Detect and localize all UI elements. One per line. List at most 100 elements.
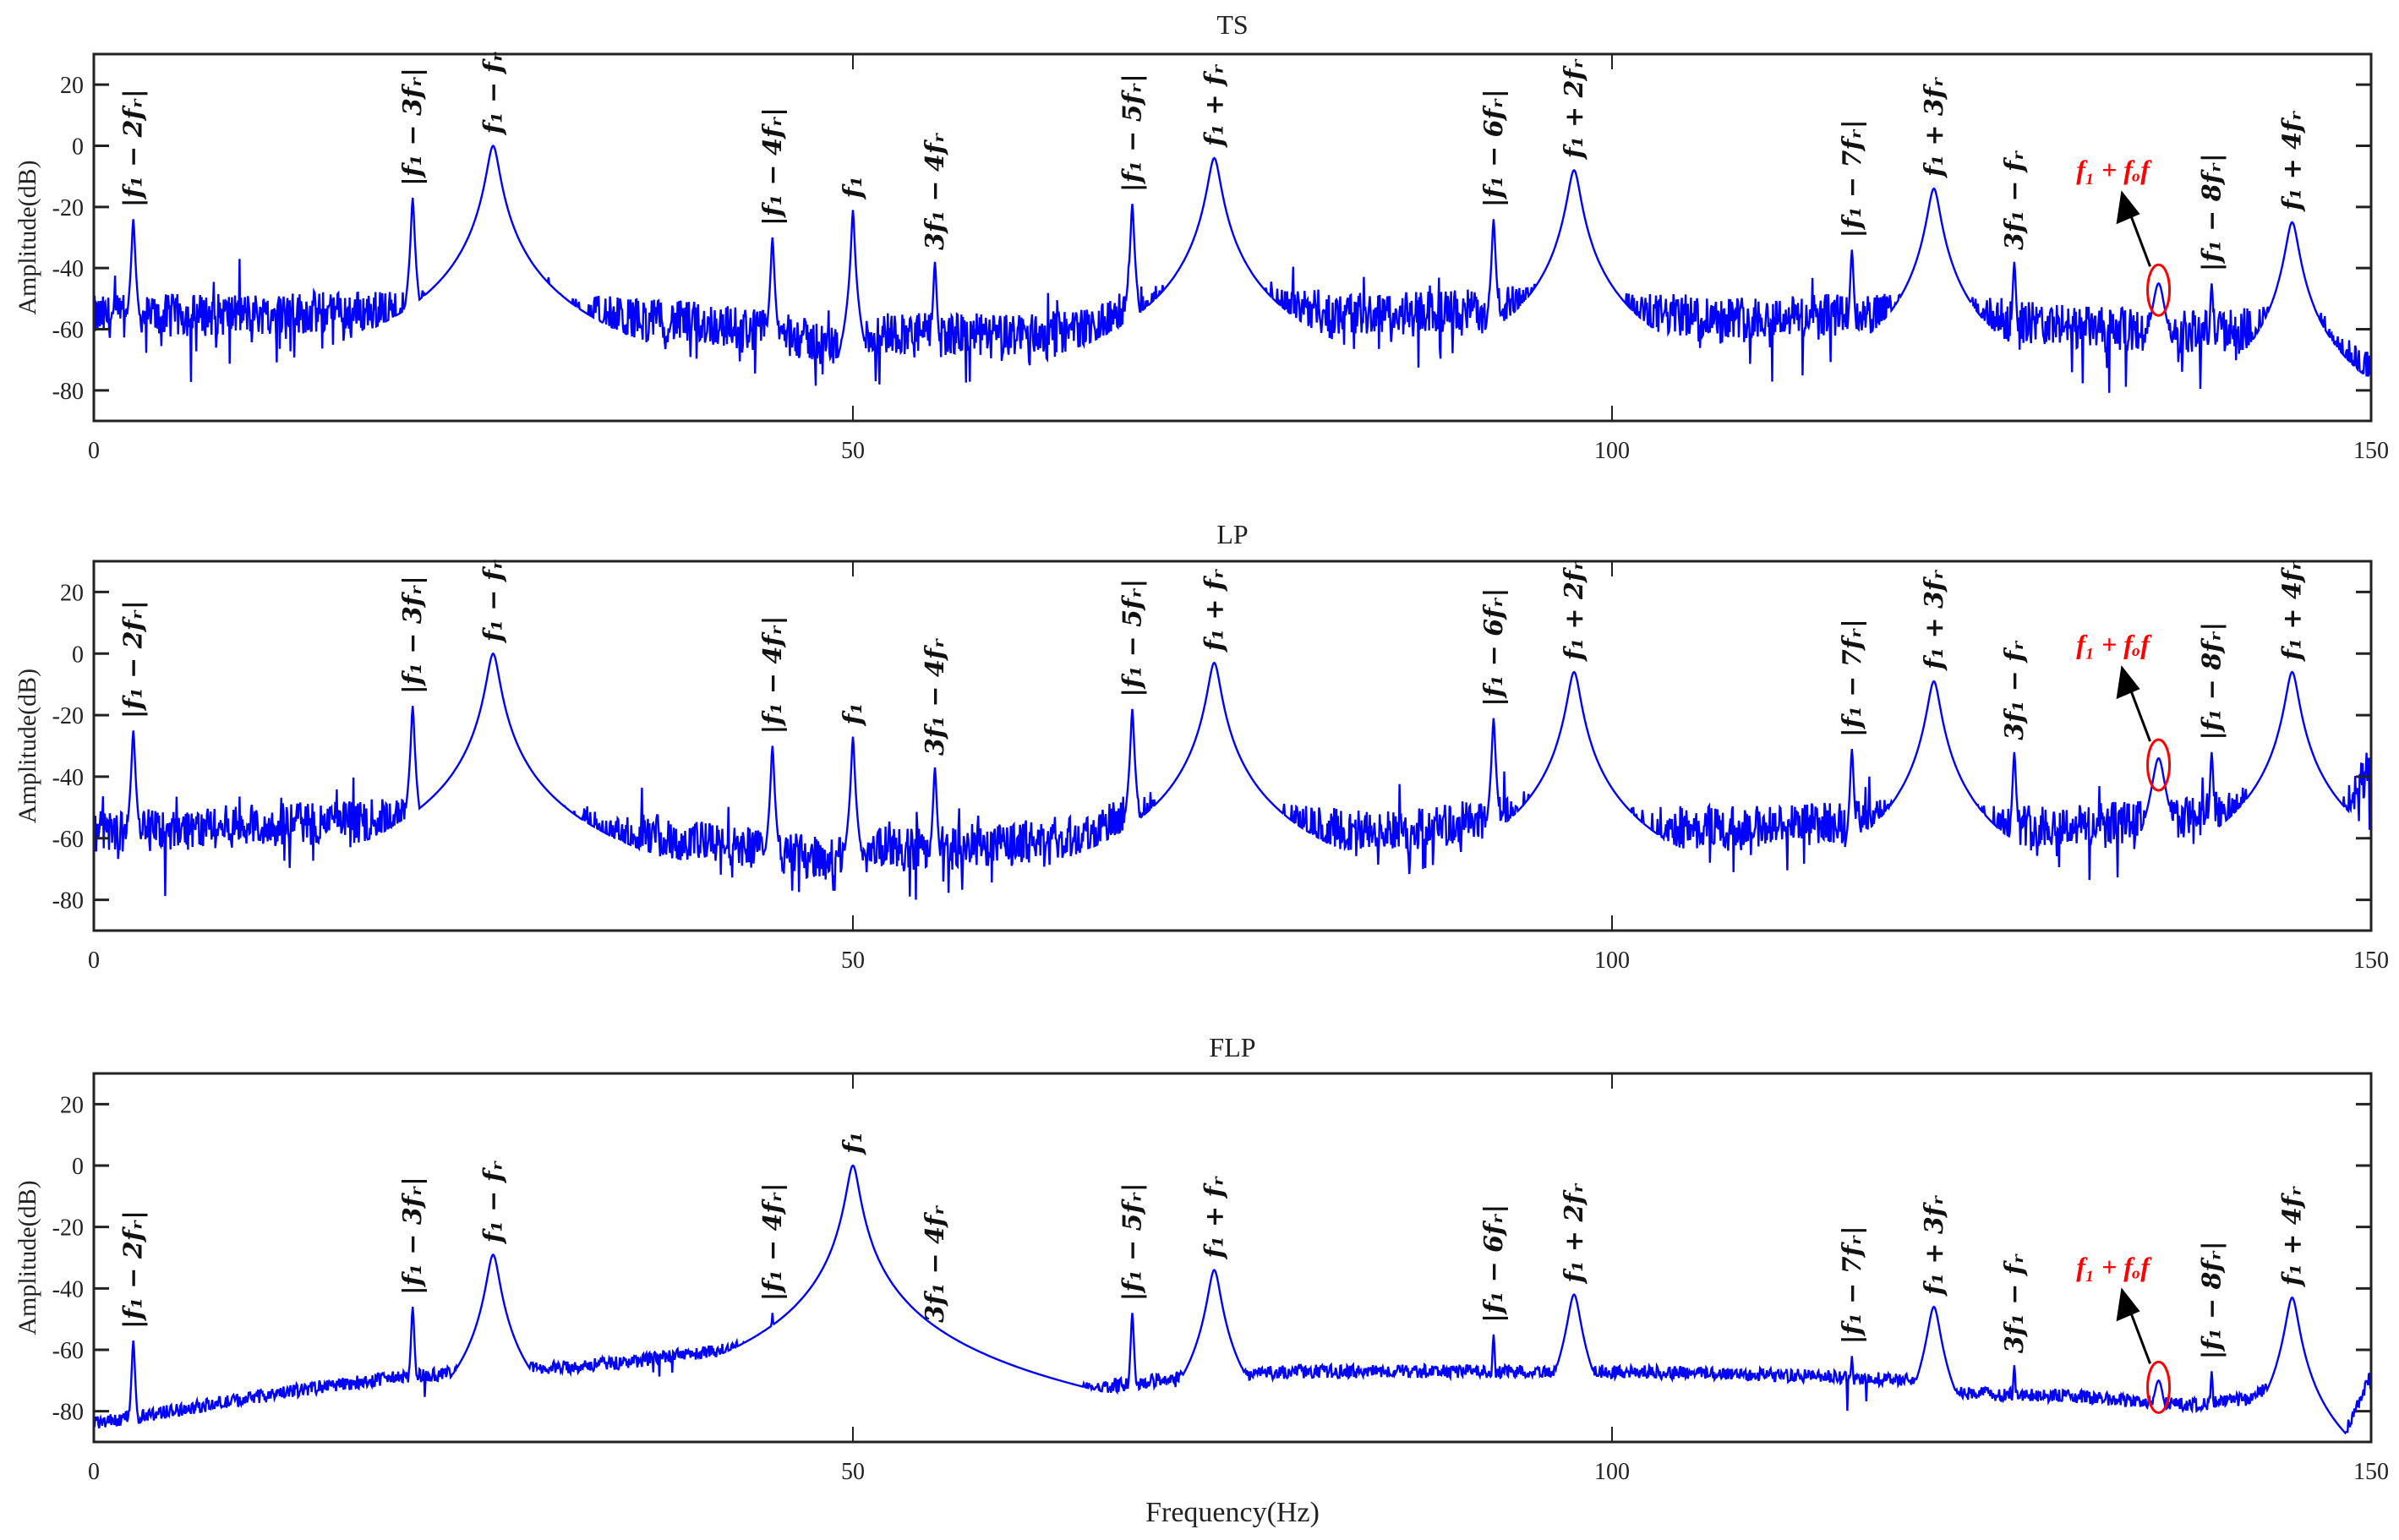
y-tick-label: 20 bbox=[60, 1092, 84, 1118]
x-tick-label: 100 bbox=[1594, 438, 1630, 464]
peak-label: f₁ + 2fᵣ bbox=[1560, 560, 1589, 662]
peak-label: f₁ + 2fᵣ bbox=[1560, 58, 1589, 161]
peak-label: f₁ bbox=[839, 1132, 868, 1155]
peak-label: f₁ + 3fᵣ bbox=[1920, 569, 1949, 671]
peak-label: 3f₁ − fᵣ bbox=[2000, 640, 2030, 740]
axes-box bbox=[92, 52, 2373, 423]
peak-label: f₁ − fᵣ bbox=[478, 1160, 508, 1244]
panel-flp: FLP 20 0 -20 -40 -60 -80 0 50 100 150 Amplitude(dB)… bbox=[14, 1032, 2389, 1485]
peak-label: f₁ + 2fᵣ bbox=[1560, 1182, 1589, 1285]
peak-label: |f₁ − 7fᵣ| bbox=[1838, 619, 1867, 737]
highlight-ellipse bbox=[2146, 263, 2172, 317]
x-tick-label: 150 bbox=[2353, 1459, 2389, 1485]
y-axis-label: Amplitude(dB) bbox=[14, 160, 41, 314]
y-tick-label: -40 bbox=[52, 1276, 84, 1302]
peak-label: f₁ + 4fᵣ bbox=[2278, 110, 2308, 212]
annotation-label: f₁ + fₒf bbox=[2076, 629, 2152, 659]
peak-label: |f₁ − 3fᵣ| bbox=[398, 68, 428, 186]
highlight-ellipse bbox=[2146, 738, 2172, 792]
peak-label: |f₁ − 4fᵣ| bbox=[758, 615, 788, 734]
y-tick-label: 0 bbox=[72, 134, 84, 161]
panel-title: TS bbox=[1216, 9, 1248, 40]
y-tick-label: 20 bbox=[60, 580, 84, 606]
peak-label: f₁ + 4fᵣ bbox=[2278, 560, 2308, 662]
x-axis-label: Frequency(Hz) bbox=[1145, 1497, 1320, 1528]
x-tick-label: 150 bbox=[2353, 947, 2389, 974]
axes-box bbox=[92, 560, 2373, 932]
spectrum-line bbox=[94, 1164, 2371, 1435]
peak-label: f₁ + 3fᵣ bbox=[1920, 76, 1949, 178]
panel-ts: TS 20 0 -20 -40 -60 -80 0 50 100 150 Amplitude(dB) |… bbox=[14, 9, 2389, 464]
y-tick-label: -20 bbox=[52, 703, 84, 729]
y-tick-label: -80 bbox=[52, 379, 84, 405]
y-axis-label: Amplitude(dB) bbox=[14, 1180, 41, 1335]
arrowhead-icon bbox=[2116, 1287, 2140, 1322]
peak-label: |f₁ − 3fᵣ| bbox=[398, 576, 428, 694]
y-tick-label: -20 bbox=[52, 1215, 84, 1242]
panel-lp: LP 20 0 -20 -40 -60 -80 0 50 100 150 Amplitude(dB) |… bbox=[14, 519, 2389, 974]
y-axis-label: Amplitude(dB) bbox=[14, 669, 41, 823]
peak-label: 3f₁ − fᵣ bbox=[2000, 1253, 2030, 1353]
peak-label: f₁ + fᵣ bbox=[1200, 1176, 1229, 1260]
peak-label: 3f₁ − 4fᵣ bbox=[921, 132, 950, 250]
peak-label: 3f₁ − 4fᵣ bbox=[921, 637, 950, 756]
peak-label: |f₁ − 4fᵣ| bbox=[758, 107, 788, 226]
peak-label: |f₁ − 8fᵣ| bbox=[2197, 153, 2227, 271]
x-tick-label: 100 bbox=[1594, 947, 1630, 974]
peak-label: |f₁ − 7fᵣ| bbox=[1838, 119, 1867, 238]
peak-label: f₁ bbox=[839, 176, 868, 199]
y-tick-label: -80 bbox=[52, 1400, 84, 1426]
peak-label: f₁ + fᵣ bbox=[1200, 63, 1229, 148]
y-tick-label: -20 bbox=[52, 195, 84, 221]
y-tick-label: 0 bbox=[72, 1154, 84, 1180]
peak-label: |f₁ − 4fᵣ| bbox=[758, 1182, 788, 1301]
x-tick-label: 50 bbox=[841, 1459, 865, 1485]
peak-label: f₁ + fᵣ bbox=[1200, 568, 1229, 653]
y-tick-label: 20 bbox=[60, 73, 84, 99]
peak-label: f₁ − fᵣ bbox=[478, 52, 508, 136]
axes-box bbox=[92, 1072, 2373, 1444]
peak-label: |f₁ − 5fᵣ| bbox=[1118, 1182, 1147, 1301]
peak-label: |f₁ − 2fᵣ| bbox=[119, 600, 149, 718]
peak-label: 3f₁ − fᵣ bbox=[2000, 150, 2030, 250]
peak-label: |f₁ − 8fᵣ| bbox=[2197, 1241, 2227, 1359]
peak-label: f₁ bbox=[839, 703, 868, 727]
peak-label: |f₁ − 8fᵣ| bbox=[2197, 622, 2227, 740]
peak-label: 3f₁ − 4fᵣ bbox=[921, 1204, 950, 1323]
peak-label: |f₁ − 6fᵣ| bbox=[1479, 588, 1509, 707]
annotation-label: f₁ + fₒf bbox=[2076, 1251, 2152, 1281]
spectrum-line bbox=[94, 144, 2371, 393]
peak-label: f₁ − fᵣ bbox=[478, 559, 508, 643]
x-tick-label: 150 bbox=[2353, 438, 2389, 464]
peak-label: |f₁ − 5fᵣ| bbox=[1118, 579, 1147, 697]
annotation-label: f₁ + fₒf bbox=[2076, 154, 2152, 184]
peak-label: |f₁ − 5fᵣ| bbox=[1118, 74, 1147, 192]
y-tick-label: -40 bbox=[52, 765, 84, 791]
peak-label: |f₁ − 3fᵣ| bbox=[398, 1177, 428, 1295]
peak-label: |f₁ − 2fᵣ| bbox=[119, 89, 149, 207]
arrowhead-icon bbox=[2116, 190, 2140, 225]
panel-title: LP bbox=[1216, 519, 1248, 549]
peak-label: f₁ + 3fᵣ bbox=[1920, 1194, 1949, 1297]
panel-title: FLP bbox=[1209, 1032, 1255, 1062]
highlight-ellipse bbox=[2146, 1360, 2172, 1414]
peak-label: |f₁ − 7fᵣ| bbox=[1838, 1226, 1867, 1344]
peak-label: |f₁ − 2fᵣ| bbox=[119, 1210, 149, 1329]
x-tick-label: 50 bbox=[841, 947, 865, 974]
y-tick-label: -40 bbox=[52, 256, 84, 282]
y-tick-label: -60 bbox=[52, 827, 84, 853]
peak-label: f₁ + 4fᵣ bbox=[2278, 1185, 2308, 1287]
x-tick-label: 0 bbox=[88, 947, 100, 974]
x-tick-label: 0 bbox=[88, 1459, 100, 1485]
x-tick-label: 0 bbox=[88, 438, 100, 464]
peak-label: |f₁ − 6fᵣ| bbox=[1479, 1204, 1509, 1323]
spectrum-line bbox=[94, 652, 2371, 900]
peak-label: |f₁ − 6fᵣ| bbox=[1479, 89, 1509, 207]
y-tick-label: -80 bbox=[52, 888, 84, 915]
arrowhead-icon bbox=[2116, 665, 2140, 700]
x-tick-label: 100 bbox=[1594, 1459, 1630, 1485]
y-tick-label: -60 bbox=[52, 318, 84, 344]
y-tick-label: 0 bbox=[72, 642, 84, 668]
x-tick-label: 50 bbox=[841, 438, 865, 464]
